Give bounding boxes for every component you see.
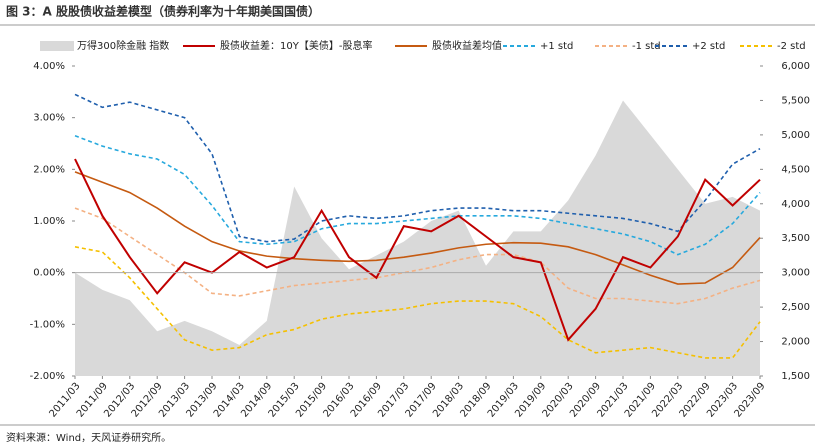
legend-swatch	[40, 41, 74, 51]
source-note: 资料来源：Wind，天风证券研究所。	[6, 431, 171, 444]
y2-tick-label: 1,500	[781, 371, 810, 382]
series-line	[74, 246, 761, 359]
y2-tick-label: 5,500	[781, 95, 810, 106]
y-tick-label: 0.00%	[33, 268, 65, 279]
y-tick-label: 3.00%	[33, 113, 65, 124]
legend-label: +1 std	[540, 41, 573, 52]
series-line	[74, 171, 761, 285]
y2-tick-label: 6,000	[781, 61, 810, 72]
series-line	[74, 207, 761, 305]
y-tick-label: -2.00%	[30, 371, 65, 382]
y2-tick-label: 2,000	[781, 337, 810, 348]
y2-tick-label: 3,000	[781, 268, 810, 279]
y2-tick-label: 4,000	[781, 199, 810, 210]
legend-label: +2 std	[692, 41, 725, 52]
series-line	[74, 135, 761, 256]
y2-tick-label: 5,000	[781, 130, 810, 141]
y-tick-label: -1.00%	[30, 319, 65, 330]
legend-label: -2 std	[777, 41, 806, 52]
legend-label: 股债收益差均值	[432, 39, 502, 52]
legend-label: 股债收益差：10Y【美债】-股息率	[220, 39, 372, 52]
index-area	[75, 100, 760, 376]
y2-tick-label: 3,500	[781, 233, 810, 244]
y2-tick-label: 4,500	[781, 164, 810, 175]
legend-label: 万得300除金融 指数	[77, 39, 169, 52]
chart-title: 图 3：A 股股债收益差模型（债券利率为十年期美国国债）	[6, 4, 320, 19]
y-tick-label: 4.00%	[33, 61, 65, 72]
series-line	[74, 158, 761, 342]
series-line	[74, 93, 761, 243]
y-tick-label: 2.00%	[33, 164, 65, 175]
y2-tick-label: 2,500	[781, 302, 810, 313]
y-tick-label: 1.00%	[33, 216, 65, 227]
legend-label: -1 std	[632, 41, 661, 52]
